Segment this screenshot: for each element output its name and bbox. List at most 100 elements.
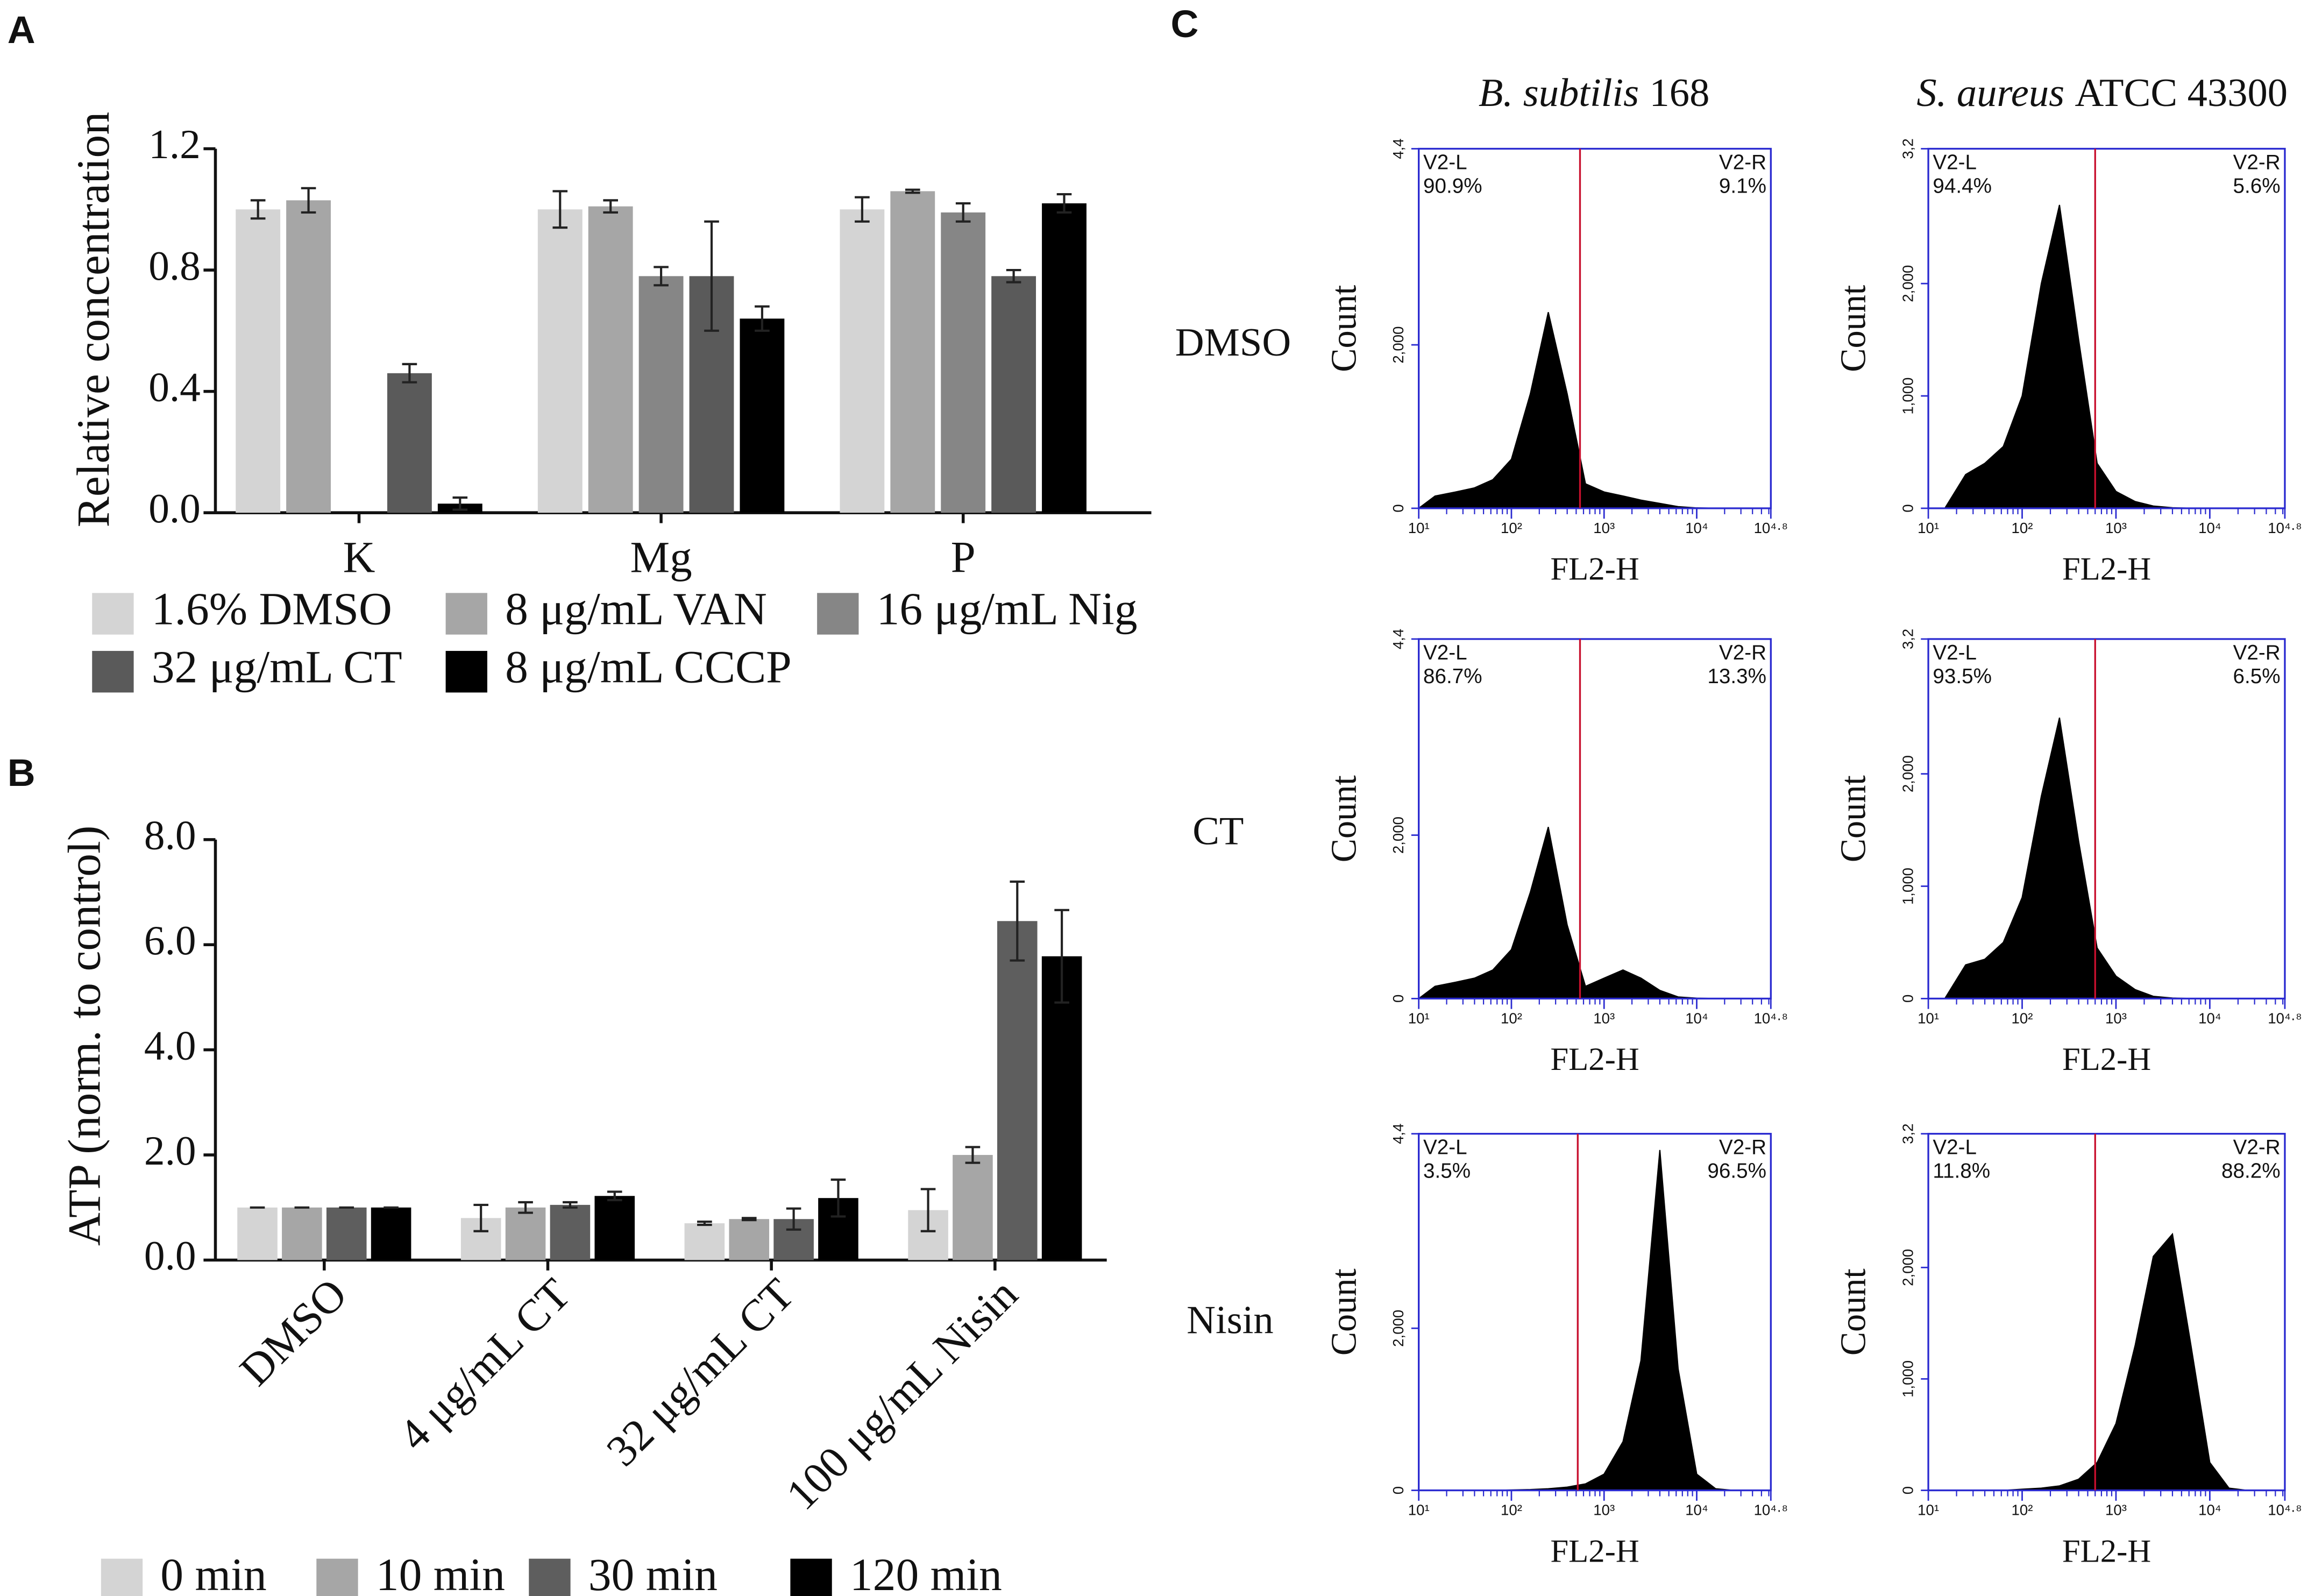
x-tick-label: 10² bbox=[1501, 1010, 1522, 1026]
y-tick-label: 4.0 bbox=[144, 1022, 196, 1068]
gate-percent: 88.2% bbox=[2221, 1160, 2281, 1183]
bar bbox=[997, 921, 1038, 1260]
bar bbox=[684, 1223, 725, 1260]
gate-percent: 94.4% bbox=[1933, 175, 1992, 198]
panel-label: A bbox=[8, 9, 35, 52]
x-tick-label: 10² bbox=[1501, 520, 1522, 536]
legend-label: 120 min bbox=[850, 1549, 1002, 1596]
histogram-area bbox=[1418, 1150, 1771, 1491]
plot-frame bbox=[1418, 1133, 1772, 1492]
y-tick-label: 4,4 bbox=[1390, 629, 1407, 649]
x-tick-label: 10³ bbox=[1593, 1502, 1615, 1519]
plot-frame bbox=[1927, 147, 2286, 509]
error-bar bbox=[955, 202, 971, 223]
error-bar bbox=[563, 1201, 578, 1209]
plot-frame bbox=[1418, 638, 1772, 1000]
x-tick-label: 10² bbox=[2012, 520, 2033, 536]
bar bbox=[505, 1207, 546, 1260]
y-tick-label: 0 bbox=[1390, 1486, 1407, 1494]
panel-label: B bbox=[8, 751, 35, 795]
y-tick-label: 3,2 bbox=[1899, 138, 1916, 159]
x-axis-label: FL2-H bbox=[1550, 1041, 1639, 1077]
legend-swatch bbox=[445, 651, 487, 693]
x-tick-label: 10⁴ bbox=[1685, 1010, 1708, 1026]
y-tick-label: 2,000 bbox=[1899, 1249, 1916, 1286]
legend-label: 10 min bbox=[376, 1549, 505, 1596]
bar bbox=[991, 276, 1036, 513]
legend-label: 0 min bbox=[160, 1549, 266, 1596]
x-tick-label: 10⁴ bbox=[2198, 520, 2221, 536]
legend-swatch bbox=[445, 593, 487, 635]
error-bar bbox=[301, 187, 316, 214]
error-bar bbox=[1006, 269, 1021, 283]
error-bar bbox=[250, 199, 266, 220]
y-tick-label: 6.0 bbox=[144, 917, 196, 963]
x-tick-label: 10² bbox=[2012, 1010, 2033, 1026]
y-tick-label: 4,4 bbox=[1390, 1124, 1407, 1144]
plot-frame bbox=[1418, 147, 1772, 509]
species: S. aureus bbox=[1916, 71, 2064, 115]
error-bar bbox=[473, 1203, 489, 1232]
y-axis-label: Count bbox=[1834, 285, 1873, 372]
column-title: B. subtilis 168 bbox=[1479, 71, 1709, 115]
bar bbox=[638, 276, 684, 513]
error-bar bbox=[603, 199, 618, 214]
x-tick-label: 10¹ bbox=[1918, 1010, 1939, 1026]
x-tick-label: 10⁴·⁸ bbox=[1754, 1502, 1788, 1519]
gate-name: V2-L bbox=[1423, 1136, 1467, 1159]
y-tick-label: 2,000 bbox=[1899, 755, 1916, 792]
x-tick-label: 10⁴ bbox=[2198, 1010, 2221, 1026]
y-tick-label: 2,000 bbox=[1390, 1310, 1407, 1347]
histogram-area bbox=[1417, 312, 1771, 509]
legend-label: 30 min bbox=[588, 1549, 718, 1596]
y-tick-label: 0.0 bbox=[144, 1232, 196, 1279]
y-tick-label: 2,000 bbox=[1899, 265, 1916, 302]
error-bar bbox=[402, 363, 417, 384]
bar bbox=[1042, 203, 1087, 513]
legend-swatch bbox=[790, 1558, 832, 1596]
error-bar bbox=[1010, 880, 1025, 962]
y-tick-label: 2.0 bbox=[144, 1127, 196, 1174]
legend-swatch bbox=[92, 593, 134, 635]
gate-percent: 86.7% bbox=[1423, 665, 1482, 688]
y-tick-label: 1,000 bbox=[1899, 377, 1916, 414]
x-tick-label: 10³ bbox=[2105, 1502, 2127, 1519]
x-tick-label: 10⁴·⁸ bbox=[2268, 520, 2302, 536]
histogram-area bbox=[1417, 827, 1771, 999]
bar bbox=[941, 212, 986, 513]
x-tick-label: 10⁴ bbox=[2198, 1502, 2221, 1519]
y-tick-label: 1,000 bbox=[1899, 1360, 1916, 1398]
bar bbox=[537, 209, 583, 513]
row-label: DMSO bbox=[1175, 321, 1291, 365]
panel-label: C bbox=[1170, 3, 1198, 46]
error-bar bbox=[552, 190, 568, 229]
row-label: Nisin bbox=[1187, 1298, 1274, 1342]
x-tick-label: 100 μg/mL Nisin bbox=[777, 1269, 1027, 1519]
gate-percent: 96.5% bbox=[1707, 1160, 1766, 1183]
bar bbox=[594, 1196, 635, 1260]
y-tick-label: 1.2 bbox=[148, 121, 201, 167]
legend-swatch bbox=[529, 1558, 571, 1596]
legend-swatch bbox=[101, 1558, 143, 1596]
y-axis-label: Count bbox=[1324, 775, 1364, 863]
x-tick-label: 10¹ bbox=[1408, 1010, 1430, 1026]
x-tick-label: Mg bbox=[630, 532, 692, 581]
gate-name: V2-R bbox=[1719, 1136, 1766, 1159]
x-tick-label: 10¹ bbox=[1918, 520, 1939, 536]
gate-name: V2-L bbox=[1933, 641, 1977, 664]
y-tick-label: 0 bbox=[1899, 1486, 1916, 1494]
x-tick-label: P bbox=[951, 532, 976, 581]
legend-label: 1.6% DMSO bbox=[152, 584, 392, 635]
strain: 168 bbox=[1650, 71, 1710, 115]
y-tick-label: 0 bbox=[1390, 504, 1407, 512]
gate-percent: 11.8% bbox=[1933, 1160, 1990, 1183]
error-bar bbox=[452, 496, 468, 511]
error-bar bbox=[607, 1190, 622, 1202]
x-tick-label: 10⁴·⁸ bbox=[2268, 1010, 2302, 1026]
gate-percent: 9.1% bbox=[1719, 175, 1766, 198]
x-tick-label: 10⁴·⁸ bbox=[1754, 520, 1788, 536]
legend-label: 8 μg/mL VAN bbox=[505, 584, 767, 635]
gate-percent: 13.3% bbox=[1707, 665, 1766, 688]
bar bbox=[326, 1207, 367, 1260]
